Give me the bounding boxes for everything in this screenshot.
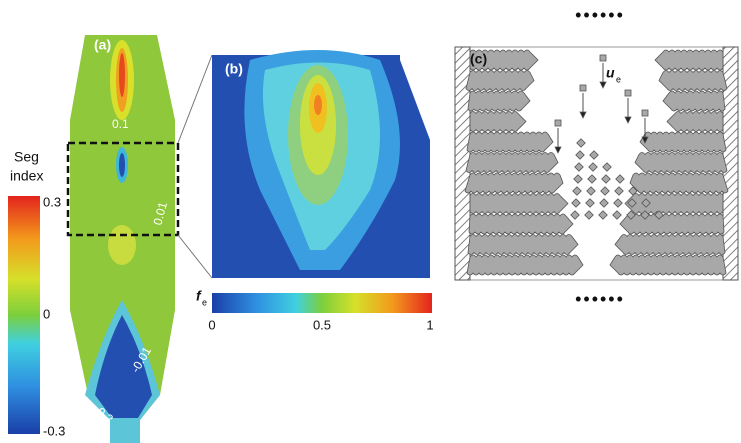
equiaxed-grain bbox=[601, 174, 611, 184]
equiaxed-grain bbox=[614, 186, 624, 196]
colorbar-tick: 0 bbox=[43, 306, 50, 321]
colorbar-title: Seg bbox=[14, 149, 39, 165]
arrow-head bbox=[579, 111, 587, 119]
equiaxed-grain bbox=[626, 210, 636, 220]
arrow-head bbox=[554, 146, 562, 154]
dendrite-arm bbox=[629, 172, 729, 194]
equiaxed-grain bbox=[571, 198, 581, 208]
equiaxed-grain bbox=[641, 198, 651, 208]
dendrite-arm bbox=[465, 152, 559, 173]
equiaxed-grain bbox=[588, 162, 598, 172]
dendrite-arm bbox=[639, 131, 727, 153]
equiaxed-grain bbox=[572, 186, 582, 196]
arrow-head bbox=[624, 116, 632, 124]
equiaxed-grain bbox=[599, 198, 609, 208]
dendrite-arm bbox=[468, 213, 574, 235]
dendrite-arm bbox=[634, 152, 728, 173]
dendrite-arm bbox=[619, 213, 725, 235]
dendrite-arm bbox=[466, 254, 584, 276]
velocity-subscript: e bbox=[616, 74, 621, 84]
dendrite-arm bbox=[654, 49, 724, 71]
zoom-box bbox=[66, 141, 180, 237]
falling-grain bbox=[579, 84, 587, 92]
equiaxed-grain bbox=[598, 210, 608, 220]
colorbar-subscript: e bbox=[202, 297, 207, 307]
equiaxed-grain bbox=[640, 210, 650, 220]
falling-grain bbox=[641, 109, 649, 117]
dendrites bbox=[464, 49, 729, 276]
equiaxed-grain bbox=[613, 198, 623, 208]
contour-region bbox=[108, 225, 136, 265]
dendrite-arm bbox=[658, 70, 728, 91]
contour-label: 0.1 bbox=[112, 117, 129, 131]
equiaxed-grain bbox=[589, 150, 599, 160]
colorbar bbox=[212, 293, 432, 313]
equiaxed-grain bbox=[628, 186, 638, 196]
panel-label: (b) bbox=[225, 61, 243, 77]
equiaxed-grain bbox=[570, 210, 580, 220]
dendrite-arm bbox=[467, 234, 579, 255]
velocity-symbol: u bbox=[606, 65, 615, 81]
dendrite-arm bbox=[666, 111, 724, 132]
equiaxed-grain bbox=[654, 210, 664, 220]
falling-grain bbox=[599, 54, 607, 62]
equiaxed-grain bbox=[612, 210, 622, 220]
ellipsis: •••••• bbox=[575, 289, 625, 309]
dendrite-arm bbox=[465, 70, 535, 91]
contour-region bbox=[314, 95, 322, 115]
panel-label: (c) bbox=[470, 51, 487, 67]
dendrite-arm bbox=[624, 193, 724, 214]
panel-c: (c) u e •••••• •••••• bbox=[454, 5, 739, 309]
colorbar-title: index bbox=[10, 168, 43, 184]
equiaxed-grain bbox=[586, 186, 596, 196]
colorbar-tick: 1 bbox=[426, 317, 433, 332]
dendrite-arm bbox=[464, 172, 564, 194]
dendrite-arm bbox=[614, 234, 726, 255]
dendrite-arm bbox=[466, 131, 554, 153]
panel-b: (b) bbox=[212, 50, 430, 278]
zoom-line bbox=[177, 54, 213, 144]
equiaxed-grain bbox=[584, 210, 594, 220]
arrow-head bbox=[641, 136, 649, 144]
equiaxed-grain bbox=[573, 174, 583, 184]
colorbar bbox=[8, 196, 40, 434]
dendrite-arm bbox=[469, 49, 539, 71]
contour-label: 0.01 bbox=[150, 200, 170, 226]
equiaxed-grain bbox=[576, 138, 586, 148]
colorbar-a: Seg index 0.3 0 -0.3 bbox=[8, 149, 65, 438]
colorbar-tick: -0.3 bbox=[43, 423, 65, 438]
colorbar-tick: 0.3 bbox=[43, 194, 61, 209]
falling-grain bbox=[554, 119, 562, 127]
contour-region bbox=[119, 53, 125, 97]
falling-grain bbox=[624, 89, 632, 97]
panel-a: (a) 0.1 0.01 -0.01 -0.2 bbox=[66, 35, 180, 443]
equiaxed-grain bbox=[575, 150, 585, 160]
dendrite-arm bbox=[469, 193, 569, 214]
colorbar-tick: 0.5 bbox=[313, 317, 331, 332]
dendrite-arm bbox=[467, 90, 531, 112]
equiaxed-grain bbox=[587, 174, 597, 184]
dendrite-arm bbox=[662, 90, 726, 112]
colorbar-symbol: f bbox=[196, 288, 202, 304]
equiaxed-grain bbox=[585, 198, 595, 208]
arrow-head bbox=[599, 81, 607, 89]
dendrite-arm bbox=[469, 111, 527, 132]
equiaxed-grain bbox=[600, 186, 610, 196]
dendrite-arm bbox=[609, 254, 727, 276]
panel-label: (a) bbox=[94, 37, 111, 53]
contour-region bbox=[95, 315, 152, 418]
equiaxed-grain bbox=[627, 198, 637, 208]
equiaxed-grain bbox=[615, 174, 625, 184]
colorbar-tick: 0 bbox=[208, 317, 215, 332]
equiaxed-grain bbox=[602, 162, 612, 172]
equiaxed-grain bbox=[574, 162, 584, 172]
colorbar-b: f e 0 0.5 1 bbox=[196, 288, 434, 333]
contour-region bbox=[119, 153, 125, 177]
zoom-line bbox=[177, 234, 213, 279]
ellipsis: •••••• bbox=[575, 5, 625, 25]
